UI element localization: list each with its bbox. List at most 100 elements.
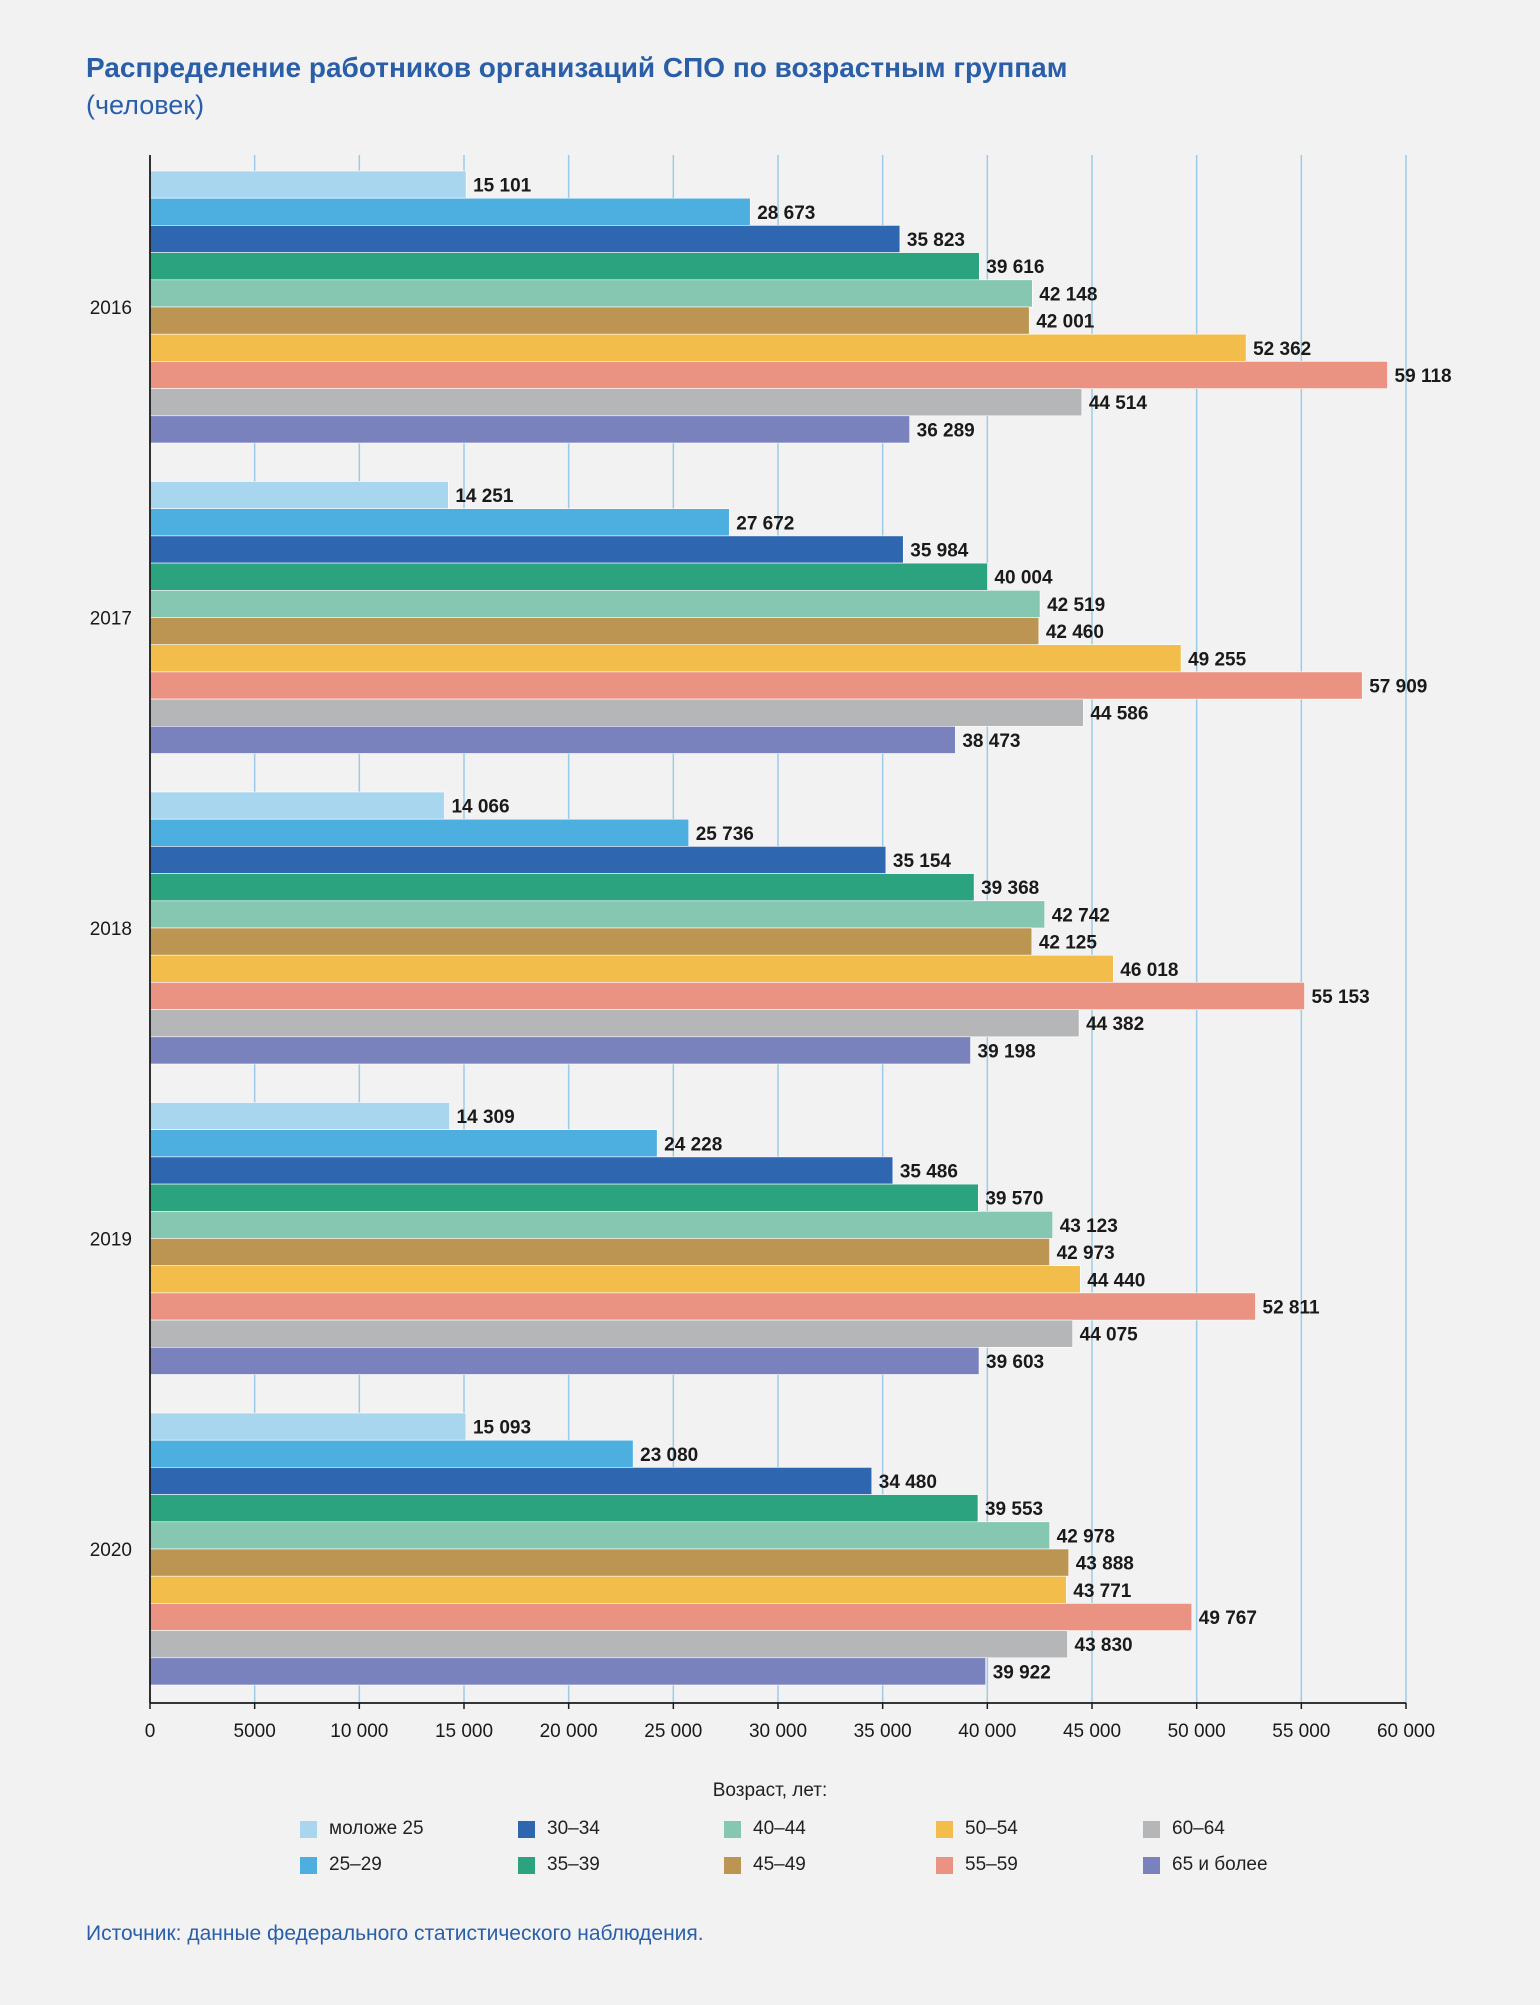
data-label: 49 255 [1188,649,1247,670]
data-label: 57 909 [1369,677,1427,698]
category-label: 2016 [90,298,132,319]
legend-label: 65 и более [1172,1854,1268,1875]
legend-label: 50–54 [965,1818,1018,1839]
data-label: 14 066 [451,797,509,818]
data-label: 23 080 [640,1445,698,1466]
bar [149,508,730,537]
data-label: 24 228 [664,1134,722,1155]
legend-item: 50–54 [936,1816,1018,1842]
bar [149,197,751,226]
x-tick-label: 35 000 [854,1721,912,1742]
bar [149,252,980,281]
legend-label: 25–29 [329,1854,382,1875]
data-label: 42 460 [1046,622,1104,643]
bar [149,333,1247,362]
bar-chart: 15 101 28 673 35 823 39 616 42 148 42 001 52 3… [90,155,1452,1742]
data-label: 39 616 [986,257,1044,278]
data-label: 39 368 [981,878,1039,899]
x-tick-label: 15 000 [435,1721,493,1742]
source-note: Источник: данные федерального статистиче… [86,1922,704,1945]
bar [149,644,1182,673]
category-label: 2018 [90,919,132,940]
data-label: 44 075 [1080,1325,1139,1346]
legend-swatch [518,1856,535,1874]
x-tick-label: 5000 [234,1721,276,1742]
bar [149,1412,467,1441]
x-tick-label: 30 000 [749,1721,807,1742]
data-label: 36 289 [917,420,975,441]
data-label: 46 018 [1120,960,1178,981]
bar [149,481,449,510]
legend-item: 45–49 [724,1852,806,1878]
x-tick-label: 50 000 [1168,1721,1226,1742]
x-tick-label: 20 000 [540,1721,598,1742]
data-label: 28 673 [757,203,815,224]
data-label: 39 553 [985,1499,1043,1520]
data-label: 39 603 [986,1352,1044,1373]
bar [149,1575,1067,1604]
data-label: 34 480 [879,1472,937,1493]
data-label: 52 811 [1263,1298,1320,1319]
bar [149,225,901,253]
data-label: 35 154 [893,851,952,872]
data-label: 40 004 [994,568,1053,589]
bar [149,1292,1256,1321]
legend-item: 25–29 [300,1852,382,1878]
x-tick-label: 55 000 [1272,1721,1330,1742]
legend-swatch [300,1820,317,1838]
bar [149,415,910,444]
category-label: 2019 [90,1230,132,1251]
bar [149,589,1041,618]
bar [149,791,445,820]
bar [149,954,1114,983]
data-label: 43 888 [1076,1554,1134,1575]
legend-label: 30–34 [547,1818,600,1839]
data-label: 42 742 [1052,905,1110,926]
data-label: 44 586 [1090,704,1148,725]
data-label: 44 382 [1086,1014,1144,1035]
data-label: 43 830 [1075,1635,1133,1656]
legend-swatch [1143,1856,1160,1874]
data-label: 39 570 [985,1189,1043,1210]
bar [149,1183,979,1212]
data-label: 27 672 [736,513,794,534]
legend-label: 45–49 [753,1854,806,1875]
bar [149,1265,1081,1294]
bar [149,535,904,564]
legend-swatch [518,1820,535,1838]
data-label: 39 198 [978,1041,1036,1062]
bar [149,1156,894,1185]
bar [149,1521,1050,1550]
data-label: 52 362 [1253,339,1311,360]
x-tick-label: 40 000 [958,1721,1016,1742]
data-label: 42 978 [1057,1526,1115,1547]
bar [149,1238,1050,1267]
x-tick-label: 0 [145,1721,156,1742]
data-label: 42 001 [1036,312,1095,333]
bar [149,1494,979,1523]
data-label: 42 973 [1057,1243,1115,1264]
data-label: 14 251 [455,486,514,507]
legend-swatch [936,1820,953,1838]
bar [149,671,1363,700]
bar [149,1102,450,1131]
data-label: 35 984 [910,541,969,562]
x-tick-label: 60 000 [1377,1721,1435,1742]
data-label: 15 093 [473,1418,531,1439]
bar [149,306,1030,335]
data-label: 43 123 [1060,1216,1118,1237]
data-label: 15 101 [473,176,532,197]
legend-swatch [936,1856,953,1874]
data-label: 14 309 [457,1107,515,1128]
bar [149,1347,980,1375]
legend: моложе 25 25–29 30–34 35–39 40–44 45–49 50–54 5… [300,1816,1400,1896]
bar [149,846,887,874]
chart-subtitle: (человек) [86,90,205,120]
bar [149,388,1083,417]
legend-label: 55–59 [965,1854,1018,1875]
bar [149,982,1305,1010]
data-label: 39 922 [993,1662,1051,1683]
data-label: 42 519 [1047,595,1105,616]
legend-item: 60–64 [1143,1816,1225,1842]
category-label: 2020 [90,1540,132,1561]
